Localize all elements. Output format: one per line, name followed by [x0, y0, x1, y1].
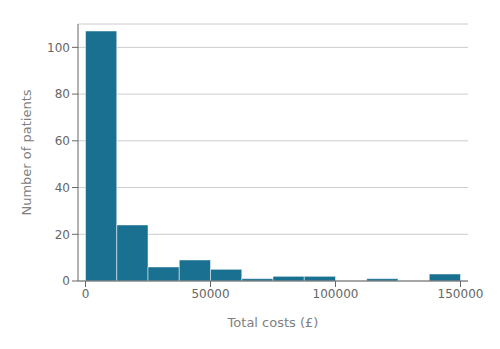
- svg-text:0: 0: [62, 274, 70, 288]
- svg-text:Number of patients: Number of patients: [19, 89, 34, 215]
- svg-text:150000: 150000: [438, 287, 484, 301]
- svg-text:20: 20: [55, 228, 70, 242]
- svg-text:50000: 50000: [191, 287, 229, 301]
- svg-text:80: 80: [55, 87, 70, 101]
- svg-text:60: 60: [55, 134, 70, 148]
- svg-text:100: 100: [47, 41, 70, 55]
- svg-text:100000: 100000: [313, 287, 359, 301]
- svg-text:Total costs (£): Total costs (£): [227, 315, 319, 330]
- svg-text:40: 40: [55, 181, 70, 195]
- svg-text:0: 0: [82, 287, 90, 301]
